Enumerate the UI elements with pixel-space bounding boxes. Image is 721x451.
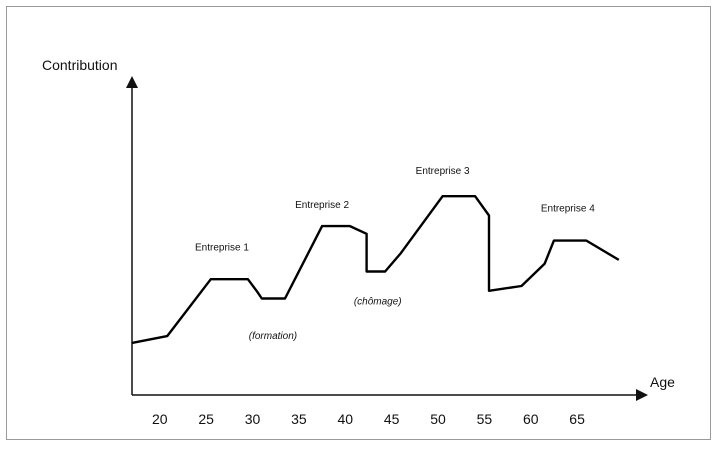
- x-tick-labels: 20 25 30 35 40 45 50 55 60 65: [152, 411, 585, 427]
- annotation-label: (formation): [249, 331, 297, 342]
- x-tick-label: 50: [430, 411, 446, 427]
- x-tick-label: 25: [198, 411, 214, 427]
- series-lines: [131, 194, 620, 345]
- annotation-label: Entreprise 3: [416, 166, 470, 177]
- annotation-label: Entreprise 2: [295, 200, 349, 211]
- contribution-line: [131, 194, 620, 345]
- x-tick-label: 30: [245, 411, 261, 427]
- x-tick-label: 55: [477, 411, 493, 427]
- annotation-label: (chômage): [354, 296, 402, 307]
- x-tick-label: 20: [152, 411, 168, 427]
- annotation-label: Entreprise 4: [541, 204, 595, 215]
- chart-frame: [6, 6, 711, 440]
- x-axis-title: Age: [650, 374, 675, 390]
- x-tick-label: 45: [384, 411, 400, 427]
- annotation-label: Entreprise 1: [195, 242, 249, 253]
- x-tick-label: 60: [523, 411, 539, 427]
- x-tick-label: 65: [569, 411, 585, 427]
- x-tick-label: 40: [337, 411, 353, 427]
- annotations: Entreprise 1 Entreprise 2 Entreprise 3 Entr…: [195, 166, 595, 342]
- y-axis-title: Contribution: [42, 57, 118, 73]
- x-tick-label: 35: [291, 411, 307, 427]
